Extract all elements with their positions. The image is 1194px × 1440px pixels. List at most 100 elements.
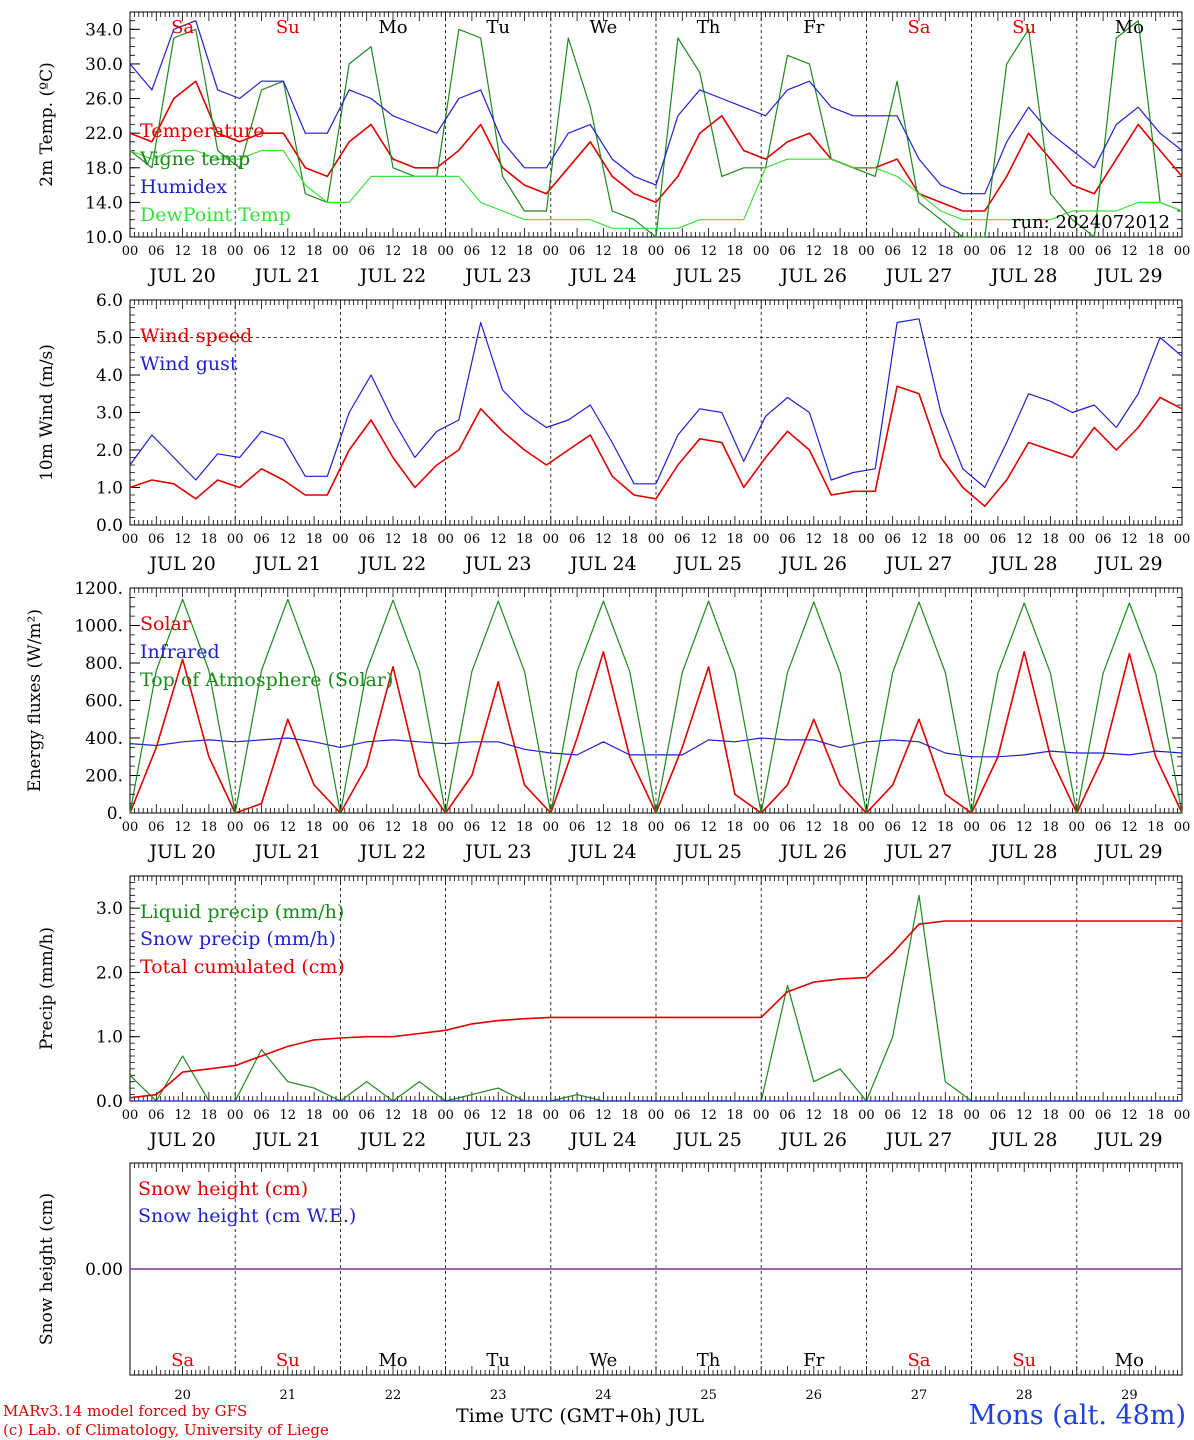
hour-tick-label: 00 <box>543 532 560 547</box>
hour-tick-label: 18 <box>832 244 849 259</box>
hour-tick-label: 00 <box>1174 820 1191 835</box>
hour-tick-label: 12 <box>911 244 928 259</box>
y-tick-label: 800. <box>85 654 123 674</box>
hour-tick-label: 06 <box>148 532 165 547</box>
date-label: JUL 24 <box>568 265 636 287</box>
axis-ticks <box>129 1163 1183 1375</box>
series-line <box>129 80 1183 212</box>
hour-tick-label: 00 <box>1069 1108 1086 1123</box>
hour-tick-label: 18 <box>1147 1108 1164 1123</box>
series-line <box>129 385 1183 508</box>
weekday-label: Mo <box>1115 17 1144 38</box>
legend-entry: Top of Atmosphere (Solar) <box>140 669 393 691</box>
day-number-label: 23 <box>490 1388 507 1403</box>
legend-entry: Vigne temp <box>139 148 250 170</box>
hour-tick-label: 06 <box>253 1108 270 1123</box>
hour-tick-label: 00 <box>1069 532 1086 547</box>
hour-tick-label: 12 <box>490 532 507 547</box>
y-tick-label: 1200. <box>74 579 123 599</box>
hour-tick-label: 00 <box>122 244 139 259</box>
hour-tick-label: 06 <box>990 532 1007 547</box>
credit-line-lab: (c) Lab. of Climatology, University of L… <box>3 1421 329 1439</box>
hour-tick-label: 18 <box>1042 532 1059 547</box>
day-number-label: 21 <box>280 1388 297 1403</box>
weekday-label: We <box>590 1350 618 1371</box>
y-tick-label: 600. <box>85 692 123 712</box>
day-number-label: 20 <box>174 1388 191 1403</box>
legend-entry: Snow precip (mm/h) <box>140 928 336 950</box>
y-tick-label: 4.0 <box>96 366 123 386</box>
hour-tick-label: 12 <box>700 820 717 835</box>
hour-tick-label: 06 <box>148 820 165 835</box>
plot-frame <box>129 299 1183 526</box>
hour-tick-label: 12 <box>700 1108 717 1123</box>
day-number-label: 26 <box>806 1388 823 1403</box>
hour-tick-label: 18 <box>621 820 638 835</box>
date-label: JUL 26 <box>779 265 847 287</box>
y-tick-label: 3.0 <box>96 404 123 424</box>
hour-tick-label: 12 <box>1121 820 1138 835</box>
panel-4: 0.0 1.0 2.0 3.0 Precip (mm/h) Liquid precip (… <box>37 875 1190 1151</box>
hour-tick-label: 12 <box>806 532 823 547</box>
hour-tick-label: 06 <box>148 244 165 259</box>
panel-5: 0.00 Snow height (cm) Snow height (cm) Snow… <box>37 1162 1183 1376</box>
date-label: JUL 20 <box>147 265 215 287</box>
date-label: JUL 24 <box>568 553 636 575</box>
legend-entry: Wind speed <box>140 325 252 347</box>
hour-tick-label: 00 <box>648 532 665 547</box>
hour-tick-label: 12 <box>280 820 297 835</box>
hour-tick-label: 18 <box>1042 244 1059 259</box>
hour-tick-label: 06 <box>464 1108 481 1123</box>
hour-tick-label: 12 <box>280 1108 297 1123</box>
hour-tick-label: 00 <box>753 244 770 259</box>
series-line <box>129 598 1183 814</box>
hour-tick-label: 00 <box>1069 820 1086 835</box>
hour-tick-label: 12 <box>911 820 928 835</box>
hour-tick-label: 12 <box>490 244 507 259</box>
day-number-label: 24 <box>595 1388 612 1403</box>
hour-tick-label: 12 <box>385 820 402 835</box>
hour-tick-label: 06 <box>1095 244 1112 259</box>
y-tick-label: 6.0 <box>96 291 123 311</box>
date-label: JUL 29 <box>1094 1129 1162 1151</box>
hour-tick-label: 00 <box>122 820 139 835</box>
legend-entry: Liquid precip (mm/h) <box>140 901 344 923</box>
weekday-label: Mo <box>378 1350 407 1371</box>
y-axis-title: 10m Wind (m/s) <box>37 344 57 481</box>
hour-tick-label: 18 <box>306 244 323 259</box>
hour-tick-label: 12 <box>280 532 297 547</box>
hour-tick-label: 18 <box>1147 244 1164 259</box>
date-label: JUL 25 <box>673 841 741 863</box>
date-label: JUL 21 <box>253 1129 321 1151</box>
hour-tick-label: 06 <box>1095 1108 1112 1123</box>
hour-tick-label: 06 <box>674 532 691 547</box>
y-tick-label: 3.0 <box>96 899 123 919</box>
hour-tick-label: 18 <box>937 820 954 835</box>
y-tick-label: 200. <box>85 767 123 787</box>
hour-tick-label: 00 <box>648 820 665 835</box>
day-number-label: 25 <box>700 1388 717 1403</box>
hour-tick-label: 00 <box>122 532 139 547</box>
legend-entry: Total cumulated (cm) <box>140 956 345 978</box>
hour-tick-label: 12 <box>1121 244 1138 259</box>
y-tick-label: 30.0 <box>85 55 123 75</box>
weekday-label: Tu <box>486 1350 510 1371</box>
date-label: JUL 27 <box>884 553 952 575</box>
hour-tick-label: 06 <box>464 532 481 547</box>
weekday-label: Su <box>1012 1350 1036 1371</box>
hour-tick-label: 12 <box>1016 1108 1033 1123</box>
hour-tick-label: 06 <box>464 244 481 259</box>
y-tick-label: 10.0 <box>85 228 123 248</box>
hour-tick-label: 18 <box>1042 1108 1059 1123</box>
hour-tick-label: 00 <box>227 532 244 547</box>
hour-tick-label: 18 <box>937 532 954 547</box>
station-name: Mons (alt. 48m) <box>968 1400 1186 1431</box>
series-line <box>129 920 1182 1099</box>
date-label: JUL 24 <box>568 1129 636 1151</box>
day-number-label: 28 <box>1016 1388 1033 1403</box>
weekday-label: Su <box>276 17 300 38</box>
hour-tick-label: 00 <box>858 1108 875 1123</box>
weekday-label: Th <box>697 17 721 38</box>
date-label: JUL 29 <box>1094 265 1162 287</box>
y-tick-label: 2.0 <box>96 441 123 461</box>
